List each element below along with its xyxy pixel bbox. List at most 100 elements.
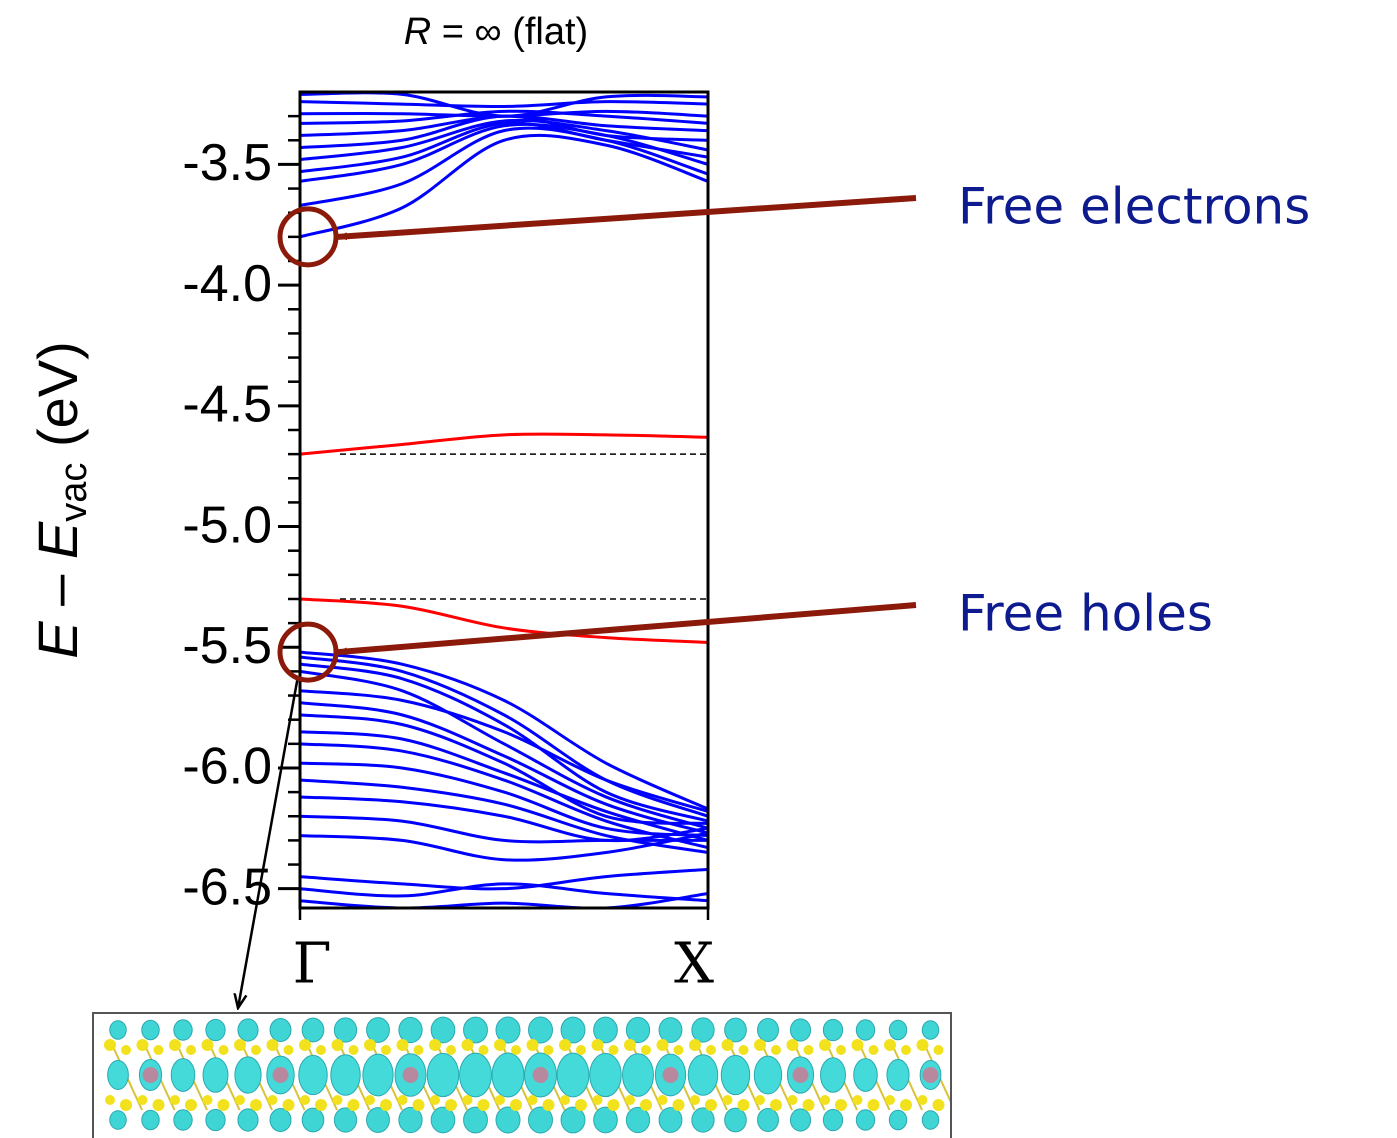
atom <box>589 1052 622 1098</box>
atom <box>120 1099 132 1111</box>
atom <box>267 1095 278 1105</box>
atom <box>662 1067 679 1083</box>
band <box>300 669 708 830</box>
atom <box>820 1057 846 1093</box>
atom <box>269 1108 292 1132</box>
atom <box>299 1039 311 1051</box>
atom <box>532 1067 549 1083</box>
atom <box>234 1056 262 1094</box>
atom <box>153 1045 164 1055</box>
atom <box>724 1017 747 1043</box>
atom <box>362 1053 394 1097</box>
atom <box>657 1095 668 1105</box>
annotation-arrow <box>337 602 917 656</box>
atom <box>477 1099 490 1111</box>
atom <box>754 1039 766 1051</box>
band <box>300 121 708 174</box>
atom <box>170 1095 180 1105</box>
atom <box>592 1095 603 1105</box>
band <box>300 701 708 835</box>
atom <box>495 1106 521 1134</box>
atom <box>886 1059 910 1091</box>
y-label-unit: (eV) <box>26 341 89 447</box>
atom <box>398 1106 423 1134</box>
band <box>300 655 708 818</box>
structure-image <box>94 1014 950 1138</box>
atom <box>205 1108 226 1132</box>
atom <box>673 1045 684 1055</box>
atom <box>527 1095 538 1105</box>
atom <box>922 1067 939 1083</box>
atom <box>770 1099 782 1111</box>
atom <box>560 1106 586 1134</box>
band <box>300 597 708 644</box>
atom <box>202 1095 213 1105</box>
atom <box>272 1067 289 1083</box>
band <box>300 831 708 862</box>
y-tick-label: -5.5 <box>182 617 272 675</box>
annotation-arrow <box>337 195 917 241</box>
atom <box>753 1055 783 1095</box>
atom <box>430 1106 456 1134</box>
atom <box>186 1045 196 1055</box>
atom <box>152 1099 165 1111</box>
atom <box>495 1095 505 1105</box>
atom <box>884 1039 896 1051</box>
atom <box>625 1106 651 1134</box>
y-tick-label: -4.0 <box>182 255 272 313</box>
atom <box>672 1099 685 1111</box>
atom <box>412 1099 425 1111</box>
band <box>300 892 708 908</box>
atom <box>413 1045 424 1055</box>
atom <box>121 1045 131 1055</box>
atom <box>300 1095 310 1105</box>
band <box>300 122 708 183</box>
y-label-sub: vac <box>53 463 95 522</box>
atom <box>301 1107 325 1133</box>
atom <box>528 1106 553 1134</box>
atom <box>771 1045 781 1055</box>
atom <box>107 1060 129 1090</box>
atom <box>205 1018 226 1042</box>
y-axis-label: E – Evac (eV) <box>26 341 95 659</box>
atom <box>430 1095 440 1105</box>
atom <box>737 1099 750 1111</box>
atom <box>868 1045 879 1055</box>
atom <box>333 1107 358 1133</box>
atom <box>658 1017 683 1043</box>
atom <box>461 1039 474 1051</box>
atom <box>202 1057 229 1093</box>
atom <box>855 1019 876 1041</box>
band <box>300 689 708 813</box>
atom <box>109 1020 127 1040</box>
band <box>300 867 708 891</box>
band <box>300 133 708 239</box>
y-tick-label: -4.5 <box>182 376 272 434</box>
atom <box>396 1039 409 1051</box>
atom <box>622 1053 654 1097</box>
atom <box>217 1099 230 1111</box>
atom <box>266 1039 279 1051</box>
atom <box>690 1095 700 1105</box>
atom <box>348 1045 359 1055</box>
atom <box>250 1099 262 1111</box>
atom <box>298 1054 328 1096</box>
atom <box>234 1039 246 1051</box>
atom <box>269 1018 292 1042</box>
chart-title: R = ∞ (flat) <box>404 11 588 53</box>
structure-frame <box>92 1012 952 1138</box>
atom <box>137 1095 148 1105</box>
atom <box>397 1095 408 1105</box>
atom <box>141 1019 160 1041</box>
atom <box>819 1039 831 1051</box>
highlight-circle <box>277 206 339 268</box>
atom <box>901 1045 911 1055</box>
atom <box>822 1018 844 1042</box>
atom <box>332 1095 343 1105</box>
atom <box>656 1039 669 1051</box>
atom <box>608 1045 619 1055</box>
title-rest: = ∞ (flat) <box>442 11 588 53</box>
atom <box>364 1039 376 1051</box>
atom <box>888 1019 908 1041</box>
